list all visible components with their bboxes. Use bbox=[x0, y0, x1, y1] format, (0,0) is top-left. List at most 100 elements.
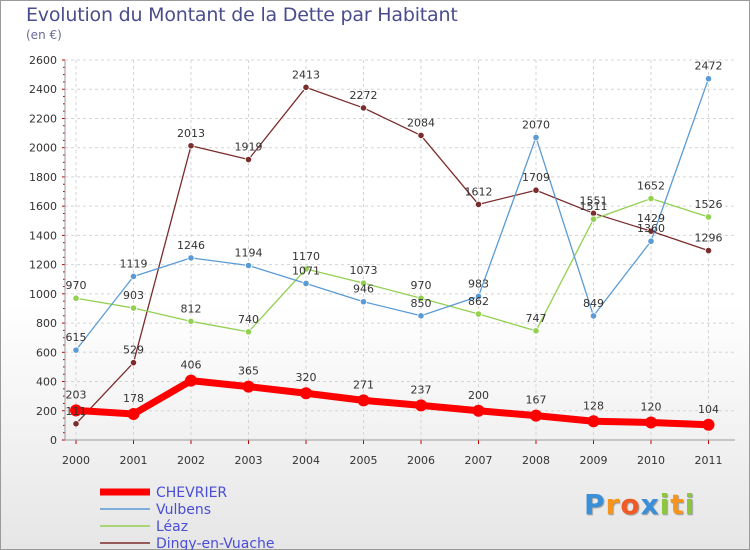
data-point bbox=[244, 261, 253, 270]
data-label: 2070 bbox=[522, 118, 550, 131]
data-point bbox=[72, 420, 80, 428]
data-label: 320 bbox=[296, 371, 317, 384]
data-point bbox=[302, 265, 310, 273]
x-tick-label: 2011 bbox=[695, 454, 723, 467]
data-label: 1296 bbox=[695, 232, 723, 245]
data-label: 1709 bbox=[522, 171, 550, 184]
y-tick-label: 1800 bbox=[29, 171, 57, 184]
y-tick-label: 200 bbox=[36, 405, 57, 418]
data-point bbox=[417, 131, 425, 140]
data-label: 2272 bbox=[350, 89, 378, 102]
data-label: 850 bbox=[411, 297, 432, 310]
data-point bbox=[647, 194, 655, 203]
x-tick-label: 2008 bbox=[522, 454, 550, 467]
data-label: 1360 bbox=[637, 222, 665, 235]
data-point bbox=[242, 380, 255, 393]
logo-letter: x bbox=[640, 488, 660, 521]
data-label: 1511 bbox=[580, 200, 608, 213]
data-point bbox=[472, 404, 485, 417]
y-tick-label: 1600 bbox=[29, 200, 57, 213]
y-tick-label: 2000 bbox=[29, 142, 57, 155]
data-label: 203 bbox=[66, 388, 87, 401]
data-label: 200 bbox=[468, 389, 489, 402]
data-label: 2013 bbox=[177, 127, 205, 140]
y-tick-label: 600 bbox=[36, 346, 57, 359]
data-point bbox=[359, 279, 368, 287]
y-tick-label: 2600 bbox=[29, 54, 57, 67]
data-label: 406 bbox=[181, 359, 202, 372]
data-label: 1526 bbox=[695, 198, 723, 211]
data-point bbox=[474, 200, 483, 208]
data-label: 2472 bbox=[695, 60, 723, 73]
data-label: 946 bbox=[353, 283, 374, 296]
chart-subtitle: (en €) bbox=[26, 28, 62, 42]
data-label: 2413 bbox=[292, 68, 320, 81]
data-label: 1246 bbox=[177, 239, 205, 252]
data-label: 128 bbox=[583, 399, 604, 412]
legend-entry: Vulbens bbox=[156, 502, 211, 518]
data-point bbox=[129, 359, 138, 367]
series-line-chevrier bbox=[75, 377, 709, 429]
data-label: 970 bbox=[411, 279, 432, 292]
data-label: 615 bbox=[66, 331, 87, 344]
data-label: 1073 bbox=[350, 264, 378, 277]
legend-entry: Léaz bbox=[156, 519, 188, 535]
data-label: 1429 bbox=[637, 212, 665, 225]
data-point bbox=[415, 399, 427, 412]
data-label: 2084 bbox=[407, 116, 435, 129]
data-point bbox=[302, 83, 310, 91]
data-label: 1919 bbox=[235, 141, 263, 154]
data-label: 1071 bbox=[292, 264, 320, 277]
y-tick-label: 2200 bbox=[29, 112, 57, 125]
data-point bbox=[589, 215, 598, 223]
x-tick-label: 2003 bbox=[235, 454, 263, 467]
x-tick-label: 2000 bbox=[62, 454, 90, 467]
proxiti-logo: Proxiti bbox=[584, 488, 695, 521]
data-point bbox=[704, 213, 713, 221]
data-label: 167 bbox=[526, 394, 547, 407]
data-point bbox=[702, 418, 715, 431]
data-point bbox=[589, 312, 598, 320]
logo-letter: i bbox=[684, 488, 696, 521]
data-label: 178 bbox=[123, 392, 144, 405]
data-point bbox=[187, 317, 195, 325]
data-label: 1612 bbox=[465, 185, 493, 198]
data-label: 104 bbox=[698, 403, 719, 416]
data-point bbox=[359, 298, 368, 306]
data-label: 111 bbox=[66, 405, 87, 418]
data-point bbox=[417, 312, 425, 320]
data-point bbox=[474, 310, 483, 318]
y-tick-label: 0 bbox=[50, 434, 57, 447]
data-point bbox=[244, 155, 253, 164]
data-label: 747 bbox=[526, 312, 547, 325]
data-point bbox=[129, 304, 138, 312]
data-point bbox=[129, 272, 138, 281]
data-label: 970 bbox=[66, 279, 87, 292]
data-point bbox=[417, 294, 425, 302]
x-tick-label: 2007 bbox=[465, 454, 493, 467]
logo-letter: P bbox=[584, 488, 606, 521]
legend-entry: Dingy-en-Vuache bbox=[156, 536, 275, 550]
data-label: 1194 bbox=[235, 246, 263, 259]
data-label: 740 bbox=[238, 313, 259, 326]
y-tick-label: 2400 bbox=[29, 83, 57, 96]
data-point bbox=[704, 246, 713, 255]
y-tick-label: 800 bbox=[36, 317, 57, 330]
x-tick-label: 2004 bbox=[292, 454, 320, 467]
data-point bbox=[300, 387, 312, 400]
series-line-dingy-en-vuache bbox=[75, 86, 709, 425]
series-line-léaz bbox=[75, 197, 709, 333]
data-point bbox=[647, 237, 655, 245]
data-point bbox=[704, 75, 713, 83]
data-point bbox=[72, 346, 80, 354]
data-point bbox=[474, 292, 483, 300]
logo-letter: r bbox=[605, 488, 621, 521]
data-point bbox=[185, 374, 197, 387]
data-point bbox=[645, 416, 657, 429]
axes: 0 200 400 600 800 1000 1200 1400 1600 1800 2000 220… bbox=[29, 54, 735, 467]
data-label: 120 bbox=[641, 400, 662, 413]
data-label: 903 bbox=[123, 289, 144, 302]
series-line-vulbens bbox=[75, 78, 710, 351]
data-point bbox=[587, 415, 600, 428]
